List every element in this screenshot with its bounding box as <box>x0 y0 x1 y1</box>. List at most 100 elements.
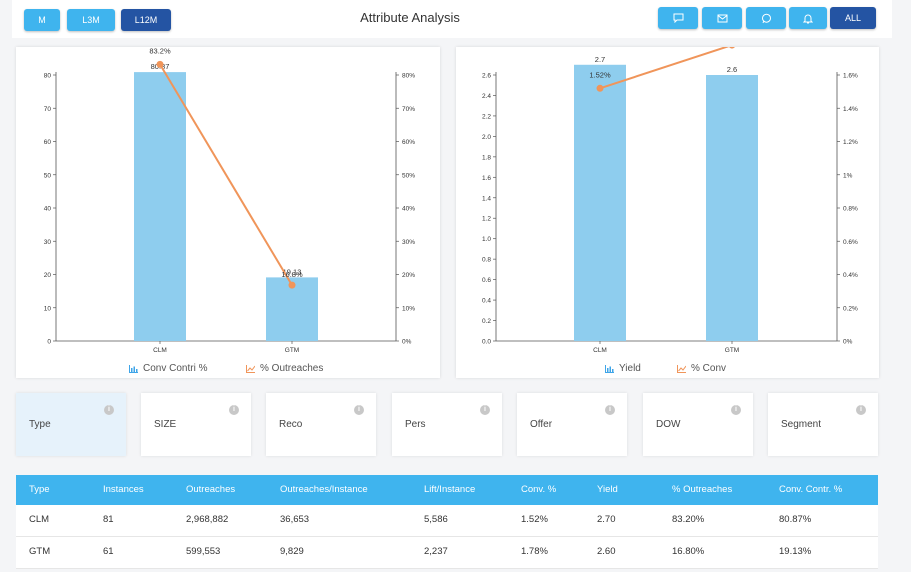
y-right-tick-label: 20% <box>402 272 415 279</box>
period-button-m[interactable]: M <box>24 9 60 31</box>
column-header[interactable]: % Outreaches <box>672 484 733 495</box>
table-row[interactable]: CLM 81 2,968,882 36,653 5,586 1.52% 2.70… <box>16 505 878 537</box>
conv-contri-chart: 0 10 20 30 40 50 60 70 80 0% 10% 20% 30% 40% 50% 60% 70%… <box>44 46 415 354</box>
y-right-tick-label: 1.4% <box>843 106 858 113</box>
table-cell: 9,829 <box>280 546 304 557</box>
legend-outreaches[interactable]: % Outreaches <box>246 363 323 374</box>
y-left-tick-label: 1.6 <box>482 175 491 182</box>
table-cell: 2.60 <box>597 546 616 557</box>
bar-data-label: 2.6 <box>727 65 737 74</box>
tile-offer[interactable]: Offer i <box>517 393 627 456</box>
table-cell: 36,653 <box>280 514 310 525</box>
whatsapp-button[interactable] <box>746 7 786 29</box>
y-left-tick-label: 2.0 <box>482 134 491 141</box>
info-icon[interactable]: i <box>354 405 364 415</box>
y-left-tick-label: 0.8 <box>482 257 491 264</box>
notification-button[interactable] <box>789 7 827 29</box>
info-icon[interactable]: i <box>104 405 114 415</box>
table-cell: 61 <box>103 546 114 557</box>
table-cell: 5,586 <box>424 514 448 525</box>
column-header[interactable]: Conv. Contr. % <box>779 484 843 495</box>
info-icon[interactable]: i <box>856 405 866 415</box>
table-cell: 80.87% <box>779 514 812 525</box>
attribute-table: Type Instances Outreaches Outreaches/Ins… <box>16 475 878 569</box>
tile-label: Type <box>29 419 51 430</box>
tile-dow[interactable]: DOW i <box>643 393 753 456</box>
y-left-tick-label: 2.4 <box>482 93 491 100</box>
tile-type[interactable]: Type i <box>16 393 126 456</box>
tile-label: SIZE <box>154 419 177 430</box>
chart-panel-conv-contri: 0 10 20 30 40 50 60 70 80 0% 10% 20% 30% 40% 50% 60% 70%… <box>16 46 440 378</box>
y-left-tick-label: 80 <box>44 73 52 80</box>
y-left-tick-label: 1.2 <box>482 216 491 223</box>
mail-button[interactable] <box>702 7 742 29</box>
legend-yield[interactable]: Yield <box>605 363 641 374</box>
legend-label: Conv Contri % <box>143 363 208 374</box>
y-right-tick-label: 0.8% <box>843 206 858 213</box>
y-right-tick-label: 80% <box>402 73 415 80</box>
yield-chart: 0.0 0.2 0.4 0.6 0.8 1.0 1.2 1.4 1.6 1.8 2.0 2.2 2.4 2… <box>482 27 858 354</box>
all-button[interactable]: ALL <box>830 7 876 29</box>
y-left-tick-label: 2.2 <box>482 113 491 120</box>
column-header[interactable]: Instances <box>103 484 144 495</box>
tile-label: Offer <box>530 419 553 430</box>
tile-pers[interactable]: Pers i <box>392 393 502 456</box>
column-header[interactable]: Lift/Instance <box>424 484 476 495</box>
y-left-tick-label: 0.2 <box>482 318 491 325</box>
period-button-l12m[interactable]: L12M <box>121 9 171 31</box>
info-icon[interactable]: i <box>731 405 741 415</box>
y-left-tick-label: 2.6 <box>482 73 491 80</box>
info-icon[interactable]: i <box>480 405 490 415</box>
tile-label: Pers <box>405 419 426 430</box>
x-tick-label: GTM <box>285 347 299 354</box>
y-right-tick-label: 40% <box>402 206 415 213</box>
y-right-tick-label: 1.2% <box>843 139 858 146</box>
bar-data-label: 2.7 <box>595 55 605 64</box>
table-header: Type Instances Outreaches Outreaches/Ins… <box>16 475 878 505</box>
table-cell: 1.52% <box>521 514 548 525</box>
bar-clm <box>134 72 186 342</box>
message-button[interactable] <box>658 7 698 29</box>
legend-conv-contri[interactable]: Conv Contri % <box>129 363 207 374</box>
legend-label: Yield <box>619 363 641 374</box>
y-right-tick-label: 0.4% <box>843 272 858 279</box>
y-left-tick-label: 50 <box>44 172 52 179</box>
y-right-tick-label: 0% <box>402 339 412 346</box>
column-header[interactable]: Conv. % <box>521 484 557 495</box>
bar-gtm <box>706 75 758 341</box>
info-icon[interactable]: i <box>229 405 239 415</box>
column-header[interactable]: Outreaches/Instance <box>280 484 368 495</box>
tile-reco[interactable]: Reco i <box>266 393 376 456</box>
y-left-tick-label: 40 <box>44 206 52 213</box>
info-icon[interactable]: i <box>605 405 615 415</box>
table-cell: CLM <box>29 514 50 525</box>
table-cell: 16.80% <box>672 546 705 557</box>
y-right-tick-label: 10% <box>402 305 415 312</box>
tile-label: DOW <box>656 419 681 430</box>
tile-segment[interactable]: Segment i <box>768 393 878 456</box>
y-left-tick-label: 0.6 <box>482 277 491 284</box>
line-data-label: 83.2% <box>149 47 171 55</box>
y-left-tick-label: 0.0 <box>482 339 491 346</box>
y-right-tick-label: 50% <box>402 172 415 179</box>
line-chart-icon <box>246 364 255 373</box>
table-cell: 83.20% <box>672 514 705 525</box>
legend-conv[interactable]: % Conv <box>677 363 726 374</box>
y-left-tick-label: 20 <box>44 272 52 279</box>
period-button-l3m[interactable]: L3M <box>67 9 115 31</box>
column-header[interactable]: Outreaches <box>186 484 236 495</box>
line-point <box>728 41 736 49</box>
table-cell: 81 <box>103 514 114 525</box>
series-line <box>599 44 733 90</box>
table-row[interactable]: GTM 61 599,553 9,829 2,237 1.78% 2.60 16… <box>16 537 878 569</box>
y-left-tick-label: 60 <box>44 139 52 146</box>
tile-size[interactable]: SIZE i <box>141 393 251 456</box>
column-header[interactable]: Yield <box>597 484 618 495</box>
bar-clm <box>574 64 626 341</box>
table-cell: 2.70 <box>597 514 616 525</box>
y-left-tick-label: 30 <box>44 239 52 246</box>
y-right-tick-label: 0% <box>843 339 853 346</box>
column-header[interactable]: Type <box>29 484 50 495</box>
message-icon <box>673 13 683 23</box>
bar-data-label: 19.13 <box>283 267 302 276</box>
